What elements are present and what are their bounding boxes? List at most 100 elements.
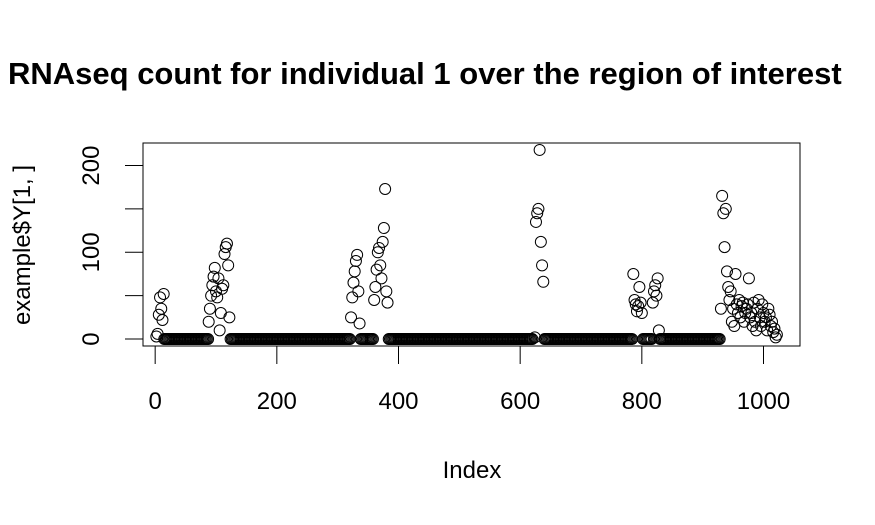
x-axis-label: Index: [443, 457, 502, 484]
x-tick-label: 0: [148, 388, 161, 415]
data-point: [213, 324, 226, 337]
data-point: [151, 327, 164, 340]
data-point: [352, 285, 365, 298]
data-point: [371, 246, 384, 259]
data-point: [741, 298, 754, 311]
data-point: [536, 259, 549, 272]
plot-frame: [142, 142, 801, 347]
data-point: [381, 296, 394, 309]
data-point: [211, 291, 224, 304]
chart-title: RNAseq count for individual 1 over the r…: [8, 56, 842, 91]
data-point: [727, 302, 740, 315]
data-point: [222, 259, 235, 272]
data-point: [752, 294, 765, 307]
data-point: [379, 182, 392, 195]
data-point: [208, 261, 221, 274]
data-point: [528, 331, 541, 344]
data-point: [537, 275, 550, 288]
y-tick-label: 100: [78, 232, 105, 272]
data-point: [377, 222, 390, 235]
data-point: [373, 241, 386, 254]
data-point: [368, 294, 381, 307]
data-point: [366, 333, 379, 346]
data-point: [207, 270, 220, 283]
data-point: [349, 254, 362, 267]
data-point: [157, 287, 170, 300]
data-point: [724, 285, 737, 298]
data-point: [628, 294, 641, 307]
data-point: [719, 202, 732, 215]
data-point: [742, 272, 755, 285]
data-point: [739, 307, 752, 320]
data-point: [205, 289, 218, 302]
x-tick-label: 200: [257, 388, 297, 415]
data-point: [649, 279, 662, 292]
data-point: [716, 189, 729, 202]
x-tick-label: 800: [622, 388, 662, 415]
axis-ticks: 0 200 400 600 800 1000 0 100 200: [78, 146, 790, 415]
data-point: [348, 265, 361, 278]
data-point: [353, 317, 366, 330]
data-point: [223, 311, 236, 324]
y-tick-label: 200: [78, 146, 105, 186]
data-point: [526, 333, 539, 346]
data-point: [374, 259, 387, 272]
data-point: [203, 302, 216, 315]
data-point: [646, 296, 659, 309]
data-point: [380, 285, 393, 298]
y-tick-label: 0: [78, 332, 105, 345]
data-point: [369, 281, 382, 294]
data-point: [156, 313, 169, 326]
data-point: [531, 207, 544, 220]
data-point: [744, 311, 757, 324]
data-point: [202, 333, 215, 346]
data-point: [375, 272, 388, 285]
data-point: [651, 272, 664, 285]
data-point: [723, 294, 736, 307]
data-point: [753, 311, 766, 324]
data-points: [150, 143, 783, 346]
data-point: [533, 143, 546, 156]
data-point: [714, 302, 727, 315]
data-point: [748, 315, 761, 328]
data-point: [756, 298, 769, 311]
data-point: [347, 276, 360, 289]
data-point: [762, 302, 775, 315]
data-point: [652, 324, 665, 337]
data-point: [768, 322, 781, 335]
data-point: [728, 320, 741, 333]
data-point: [529, 215, 542, 228]
data-point: [376, 235, 389, 248]
data-point: [155, 302, 168, 315]
data-point: [351, 248, 364, 261]
data-point: [713, 333, 726, 346]
data-point: [721, 265, 733, 278]
data-point: [635, 307, 648, 320]
data-point: [534, 235, 547, 248]
data-point: [202, 315, 215, 328]
data-point: [629, 298, 642, 311]
data-point: [532, 202, 545, 215]
x-tick-label: 400: [378, 388, 418, 415]
data-point: [650, 289, 663, 302]
data-point: [345, 311, 358, 324]
x-tick-label: 1000: [737, 388, 790, 415]
data-point: [764, 320, 777, 333]
data-point: [627, 267, 640, 280]
data-point: [220, 237, 233, 250]
data-point: [729, 267, 742, 280]
x-tick-label: 600: [500, 388, 540, 415]
data-point: [217, 279, 230, 292]
data-point: [210, 285, 222, 298]
data-point: [630, 305, 643, 318]
data-point: [346, 291, 359, 304]
data-point: [722, 281, 735, 294]
data-point: [632, 300, 645, 313]
data-point: [214, 307, 227, 320]
data-point: [770, 328, 783, 341]
data-point: [633, 281, 646, 294]
data-point: [718, 241, 731, 254]
data-point: [717, 207, 730, 220]
y-axis-label: example$Y[1, ]: [9, 165, 36, 325]
